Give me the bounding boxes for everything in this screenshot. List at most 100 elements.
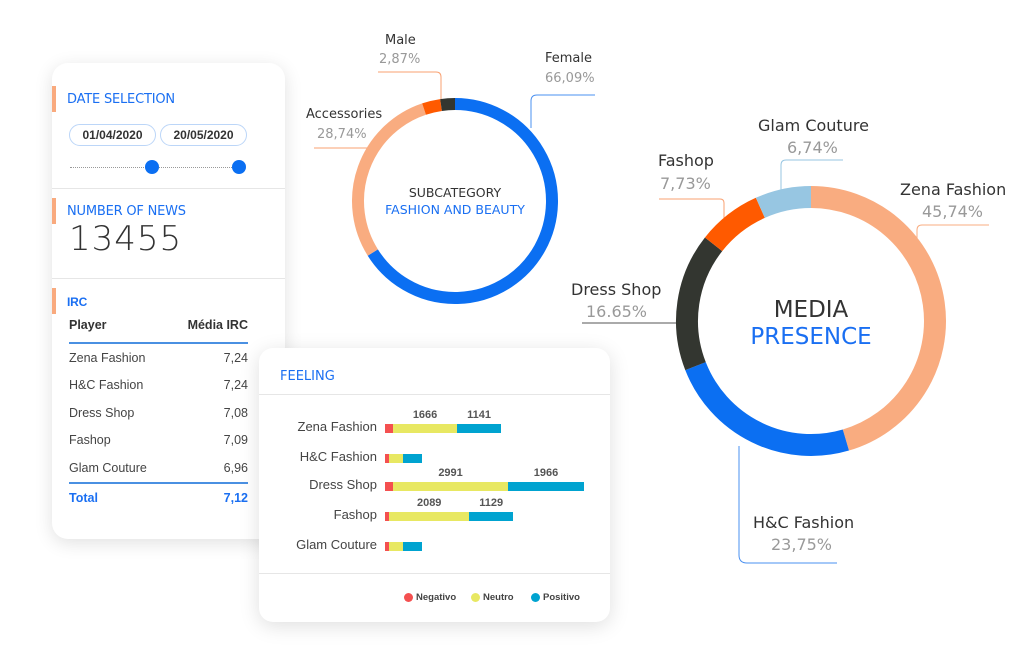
player-name: Glam Couture — [69, 460, 147, 475]
negativo-bar-segment — [385, 424, 393, 433]
glam-couture-leader-line — [780, 159, 843, 200]
female-label: Female — [545, 51, 593, 66]
date-slider-end-handle[interactable] — [232, 160, 246, 174]
end-date-pill[interactable]: 20/05/2020 — [160, 124, 247, 146]
irc-table: Player Média IRC Zena Fashion 7,24 H&C F… — [69, 318, 248, 512]
bar-value-label: 1966 — [533, 467, 559, 479]
feeling-card: FEELING Zena Fashion 1666 1141 H&C Fashion D… — [259, 348, 610, 622]
hc-fashion-leader-line — [738, 446, 837, 564]
player-column-header: Player — [69, 318, 107, 332]
legend-label: Negativo — [416, 592, 457, 603]
glam-couture-pct: 6,74% — [787, 138, 838, 157]
positivo-bar-segment — [457, 424, 502, 433]
player-name: Fashop — [69, 433, 111, 448]
positivo-bar-segment — [403, 454, 422, 463]
bar-category-label: Dress Shop — [309, 477, 377, 492]
media-irc-column-header: Média IRC — [187, 318, 248, 332]
negativo-bar-segment — [385, 512, 389, 521]
section-accent-bar — [52, 288, 56, 314]
fashop-segment — [704, 197, 766, 252]
media-presence-donut-ring — [676, 186, 946, 456]
bar-value-label: 1666 — [412, 409, 438, 421]
table-row: Fashop 7,09 — [69, 427, 248, 455]
neutro-bar-segment — [389, 454, 403, 463]
bar-value-label: 1141 — [467, 409, 492, 421]
subcategory-donut-ring — [352, 98, 558, 304]
date-slider-start-handle[interactable] — [145, 160, 159, 174]
irc-value: 7,08 — [223, 405, 248, 420]
irc-value: 7,09 — [223, 433, 248, 448]
bar-value-label: 2089 — [416, 497, 442, 509]
legend-label: Positivo — [543, 592, 580, 603]
male-label: Male — [385, 33, 416, 48]
hc-fashion-label: H&C Fashion — [753, 513, 855, 532]
irc-value: 7,24 — [223, 350, 248, 365]
divider — [259, 394, 610, 395]
accessories-label: Accessories — [306, 107, 383, 122]
neutro-bar-segment — [389, 512, 470, 521]
bar-category-label: H&C Fashion — [299, 449, 377, 464]
player-name: H&C Fashion — [69, 378, 144, 393]
date-selection-title: DATE SELECTION — [67, 92, 175, 107]
table-row: H&C Fashion 7,24 — [69, 372, 248, 400]
news-count-value: 13455 — [69, 219, 183, 259]
negativo-bar-segment — [385, 542, 389, 551]
neutro-dot-icon — [471, 593, 480, 602]
irc-table-header: Player Média IRC — [69, 318, 248, 344]
dress-shop-label: Dress Shop — [571, 280, 662, 299]
neutro-bar-segment — [393, 424, 458, 433]
h-c-fashion-segment — [685, 361, 849, 456]
legend-item-neutro: Neutro — [471, 592, 514, 603]
total-label: Total — [69, 490, 98, 505]
bar-value-label: 1129 — [479, 497, 504, 509]
subcategory-center-text: SUBCATEGORY FASHION AND BEAUTY — [370, 185, 540, 217]
irc-title: IRC — [67, 295, 88, 309]
dress-shop-segment — [676, 237, 723, 371]
neutro-bar-segment — [393, 482, 509, 491]
total-value: 7,12 — [223, 490, 248, 505]
media-presence-title: MEDIA — [773, 297, 849, 323]
positivo-dot-icon — [531, 593, 540, 602]
zena-fashion-pct: 45,74% — [922, 202, 984, 221]
fashop-label: Fashop — [658, 151, 714, 170]
glam-couture-label: Glam Couture — [758, 116, 869, 135]
media-presence-subtitle: PRESENCE — [750, 324, 872, 350]
female-pct: 66,09% — [545, 71, 595, 86]
negativo-bar-segment — [385, 454, 389, 463]
player-name: Dress Shop — [69, 405, 135, 420]
zena-fashion-label: Zena Fashion — [900, 180, 1007, 199]
positivo-bar-segment — [403, 542, 422, 551]
bar-category-label: Fashop — [333, 507, 377, 522]
dress-shop-pct: 16.65% — [586, 302, 648, 321]
negativo-bar-segment — [385, 482, 393, 491]
feeling-title: FEELING — [280, 369, 335, 384]
irc-value: 6,96 — [223, 460, 248, 475]
neutro-bar-segment — [389, 542, 403, 551]
divider — [52, 278, 285, 279]
bar-category-label: Glam Couture — [296, 537, 377, 552]
divider — [259, 573, 610, 574]
positivo-bar-segment — [508, 482, 584, 491]
negativo-dot-icon — [404, 593, 413, 602]
start-date-pill[interactable]: 01/04/2020 — [69, 124, 156, 146]
media-presence-center-text: MEDIA PRESENCE — [711, 297, 911, 350]
filters-card: DATE SELECTION 01/04/2020 20/05/2020 NUM… — [52, 63, 285, 539]
legend-label: Neutro — [483, 592, 514, 603]
other-segment — [440, 98, 456, 111]
male-segment — [422, 99, 443, 115]
hc-fashion-pct: 23,75% — [771, 535, 833, 554]
section-accent-bar — [52, 86, 56, 112]
fashop-leader-line — [659, 198, 725, 228]
accessories-pct: 28,74% — [317, 127, 367, 142]
legend-item-positivo: Positivo — [531, 592, 580, 603]
irc-value: 7,24 — [223, 378, 248, 393]
subcategory-title: SUBCATEGORY — [408, 185, 502, 200]
number-of-news-title: NUMBER OF NEWS — [67, 204, 186, 219]
positivo-bar-segment — [469, 512, 513, 521]
male-leader-line — [378, 71, 442, 102]
female-segment — [367, 98, 558, 304]
glam-couture-segment — [755, 186, 812, 218]
bar-value-label: 2991 — [438, 467, 463, 479]
section-accent-bar — [52, 198, 56, 224]
